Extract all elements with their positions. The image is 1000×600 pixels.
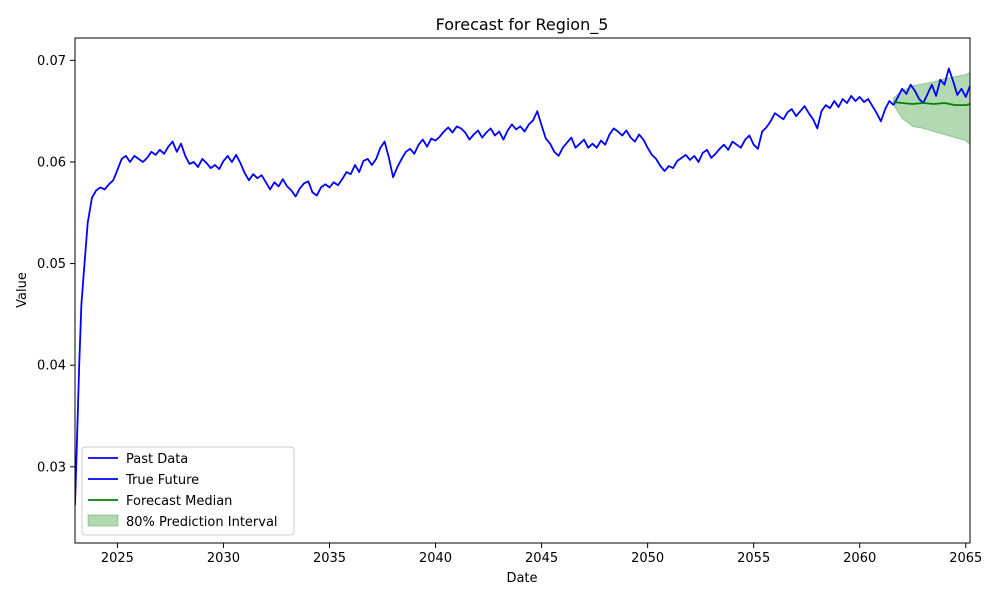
legend-label-prediction-interval: 80% Prediction Interval xyxy=(126,515,278,530)
y-tick-label: 0.04 xyxy=(37,359,66,374)
prediction-interval-band xyxy=(893,71,970,146)
x-tick-label: 2050 xyxy=(631,551,664,566)
forecast-median-line xyxy=(893,101,970,106)
x-tick-label: 2025 xyxy=(101,551,134,566)
y-tick-label: 0.03 xyxy=(37,460,66,475)
x-axis-label: Date xyxy=(506,571,537,586)
x-axis: 2025 2030 2035 2040 2045 2050 2055 2060 2065 xyxy=(101,543,982,566)
x-tick-label: 2055 xyxy=(737,551,770,566)
true-future-line xyxy=(892,67,970,106)
y-tick-label: 0.05 xyxy=(37,257,66,272)
legend-label-past-data: Past Data xyxy=(126,452,188,467)
x-tick-label: 2045 xyxy=(525,551,558,566)
x-tick-label: 2060 xyxy=(843,551,876,566)
axes-frame xyxy=(74,37,971,544)
legend: Past Data True Future Forecast Median 80… xyxy=(81,446,295,536)
legend-swatch-prediction-interval xyxy=(87,514,119,527)
y-axis: 0.03 0.04 0.05 0.06 0.07 xyxy=(37,54,75,475)
legend-label-forecast-median: Forecast Median xyxy=(126,494,232,509)
legend-frame xyxy=(81,446,295,536)
y-tick-label: 0.06 xyxy=(37,155,66,170)
y-tick-label: 0.07 xyxy=(37,54,66,69)
y-axis-label: Value xyxy=(15,272,30,308)
x-tick-label: 2035 xyxy=(313,551,346,566)
x-tick-label: 2040 xyxy=(419,551,452,566)
past-data-line xyxy=(75,95,895,506)
legend-label-true-future: True Future xyxy=(125,473,199,488)
x-tick-label: 2030 xyxy=(207,551,240,566)
chart-title: Forecast for Region_5 xyxy=(436,15,609,35)
x-tick-label: 2065 xyxy=(949,551,982,566)
plot-area xyxy=(75,67,970,506)
